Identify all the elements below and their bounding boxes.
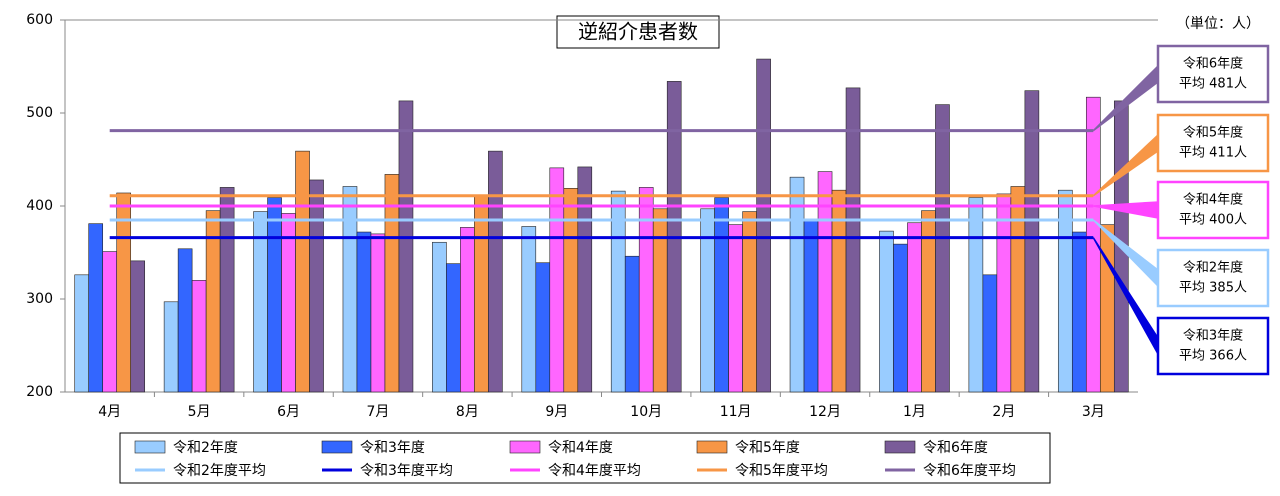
legend-label: 令和5年度 — [735, 440, 800, 456]
x-tick-label: 10月 — [630, 404, 662, 420]
y-tick-label: 300 — [26, 291, 53, 307]
bar — [102, 251, 118, 393]
legend-swatch — [696, 440, 728, 454]
x-tick-label: 8月 — [456, 404, 479, 420]
legend-swatch — [509, 440, 541, 454]
callout-title: 令和6年度 — [1183, 56, 1243, 72]
bar — [789, 176, 805, 393]
bar — [535, 262, 551, 393]
unit-label: （単位：人） — [1176, 16, 1260, 32]
legend-label: 令和3年度平均 — [360, 463, 453, 479]
x-tick-label: 6月 — [277, 404, 300, 420]
callout-title: 令和5年度 — [1183, 125, 1243, 141]
callout-value: 平均 411人 — [1179, 146, 1247, 161]
bar — [116, 192, 132, 393]
bar — [638, 187, 654, 393]
bar — [803, 220, 819, 393]
bar — [893, 243, 908, 393]
x-tick-label: 1月 — [903, 404, 926, 420]
bar — [130, 260, 146, 393]
bar — [474, 196, 489, 393]
x-tick-label: 11月 — [720, 404, 752, 420]
bar — [1024, 90, 1040, 393]
x-tick-label: 12月 — [809, 404, 841, 420]
x-tick-label: 2月 — [992, 404, 1015, 420]
bar — [577, 166, 593, 393]
bar — [935, 104, 950, 393]
legend-label: 令和6年度 — [923, 440, 988, 456]
bar — [1099, 224, 1115, 393]
bar — [281, 213, 296, 393]
bar — [549, 167, 565, 393]
bar — [460, 227, 475, 393]
bar — [968, 197, 984, 393]
title-box — [556, 15, 720, 49]
bar — [624, 255, 640, 393]
legend-label: 令和6年度平均 — [923, 463, 1016, 479]
x-tick-label: 7月 — [366, 404, 389, 420]
callout-value: 平均 400人 — [1179, 213, 1247, 228]
bar — [191, 280, 207, 393]
y-tick-label: 600 — [26, 12, 53, 28]
bar — [342, 186, 358, 393]
legend-swatch — [884, 440, 916, 454]
bar — [88, 223, 104, 393]
bar — [446, 263, 461, 393]
legend-label: 令和3年度 — [360, 440, 425, 456]
bar — [309, 179, 324, 393]
legend-label: 令和2年度 — [173, 440, 238, 456]
bar — [714, 197, 729, 393]
callout-title: 令和2年度 — [1183, 260, 1243, 276]
bar — [295, 150, 310, 393]
legend-swatch — [134, 440, 166, 454]
callout-title: 令和4年度 — [1183, 192, 1243, 208]
bar — [267, 197, 282, 393]
legend-label: 令和4年度平均 — [548, 463, 641, 479]
bar — [982, 274, 998, 393]
bar — [756, 58, 771, 393]
callout-box — [1156, 44, 1270, 104]
bar — [728, 224, 743, 393]
bar — [370, 233, 386, 393]
x-tick-label: 4月 — [98, 404, 121, 420]
x-tick-label: 3月 — [1082, 404, 1105, 420]
legend-swatch — [321, 440, 353, 454]
callout-box — [1156, 113, 1270, 173]
bar — [1071, 231, 1087, 393]
bar — [74, 274, 90, 393]
callout-title: 令和3年度 — [1183, 328, 1243, 344]
callout-box — [1156, 248, 1270, 308]
bar — [521, 226, 537, 393]
callout-value: 平均 366人 — [1179, 349, 1247, 364]
bar — [907, 222, 922, 393]
y-tick-label: 400 — [26, 198, 53, 214]
callout-value: 平均 481人 — [1179, 77, 1247, 92]
bar — [177, 248, 193, 393]
bar — [356, 231, 372, 393]
bar — [879, 230, 894, 393]
x-tick-label: 5月 — [188, 404, 211, 420]
bar — [163, 301, 179, 393]
bar — [996, 193, 1012, 393]
bar — [219, 187, 235, 393]
callout-box — [1156, 180, 1270, 240]
legend-label: 令和4年度 — [548, 440, 613, 456]
legend-label: 令和2年度平均 — [173, 463, 266, 479]
legend-label: 令和5年度平均 — [735, 463, 828, 479]
bar — [398, 100, 414, 393]
y-tick-label: 200 — [26, 384, 53, 400]
chart-title: 逆紹介患者数 — [578, 20, 698, 44]
bar — [488, 150, 503, 393]
x-tick-label: 9月 — [545, 404, 568, 420]
callout-value: 平均 385人 — [1179, 281, 1247, 296]
bar — [1010, 186, 1026, 393]
bar — [845, 87, 861, 393]
y-tick-label: 500 — [26, 105, 53, 121]
bar — [432, 241, 447, 393]
callout-box — [1156, 316, 1270, 376]
